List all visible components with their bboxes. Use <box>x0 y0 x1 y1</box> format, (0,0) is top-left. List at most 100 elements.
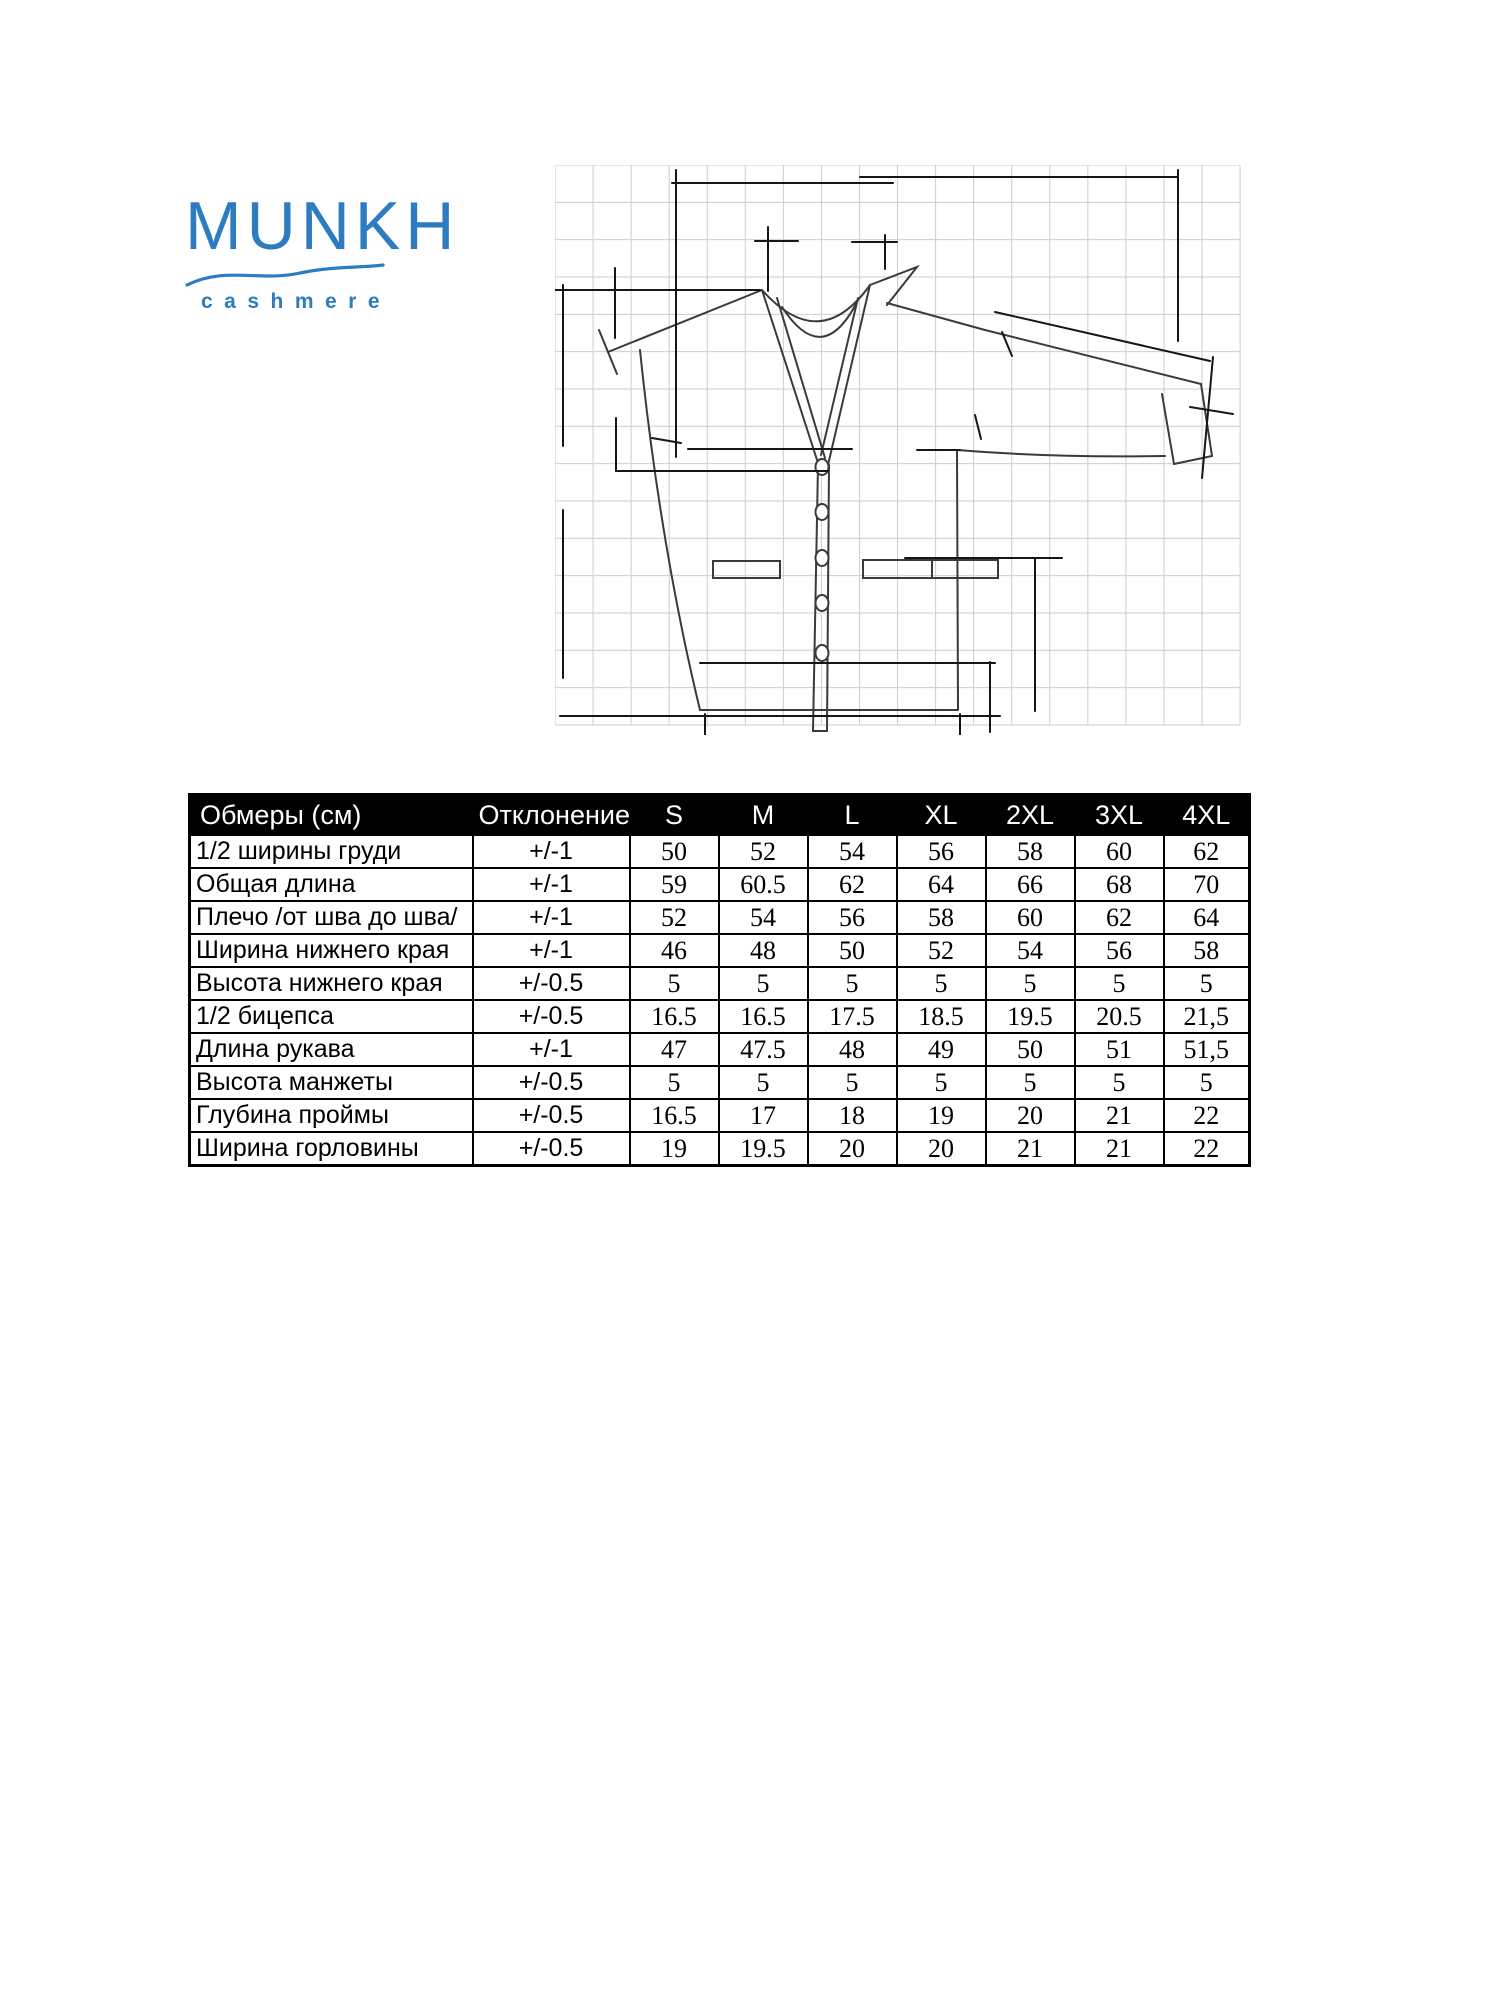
size-value: 5 <box>628 966 720 1001</box>
size-value: 19 <box>895 1098 987 1133</box>
tolerance-value: +/-1 <box>471 933 631 968</box>
tolerance-value: +/-0.5 <box>471 966 631 1001</box>
size-value: 54 <box>717 900 809 935</box>
measure-label: Ширина нижнего края <box>188 933 474 968</box>
size-value: 22 <box>1162 1098 1251 1133</box>
size-value: 20 <box>895 1131 987 1167</box>
cardigan-technical-drawing <box>555 165 1241 735</box>
size-value: 47.5 <box>717 1032 809 1067</box>
size-value: 17.5 <box>806 999 898 1034</box>
measure-label: Общая длина <box>188 867 474 902</box>
tolerance-value: +/-0.5 <box>471 1098 631 1133</box>
size-value: 62 <box>1073 900 1165 935</box>
size-value: 50 <box>984 1032 1076 1067</box>
size-value: 64 <box>895 867 987 902</box>
measure-label: Высота манжеты <box>188 1065 474 1100</box>
size-value: 5 <box>984 1065 1076 1100</box>
tolerance-value: +/-1 <box>471 867 631 902</box>
size-value: 47 <box>628 1032 720 1067</box>
size-value: 70 <box>1162 867 1251 902</box>
size-value: 5 <box>806 1065 898 1100</box>
header-size-xl: XL <box>895 793 987 836</box>
size-value: 18.5 <box>895 999 987 1034</box>
measure-label: Ширина горловины <box>188 1131 474 1167</box>
size-value: 51 <box>1073 1032 1165 1067</box>
measure-label: 1/2 бицепса <box>188 999 474 1034</box>
tolerance-value: +/-1 <box>471 900 631 935</box>
tolerance-value: +/-0.5 <box>471 999 631 1034</box>
size-value: 60.5 <box>717 867 809 902</box>
size-value: 60 <box>1073 834 1165 869</box>
table-row: Ширина нижнего края +/-1 46 48 50 52 54 56 58 <box>188 933 1251 968</box>
size-value: 46 <box>628 933 720 968</box>
table-row: 1/2 ширины груди +/-1 50 52 54 56 58 60 62 <box>188 834 1251 869</box>
size-value: 52 <box>895 933 987 968</box>
header-tolerance: Отклонение <box>471 793 631 836</box>
size-value: 17 <box>717 1098 809 1133</box>
brand-logo: MUNKH cashmere <box>185 188 460 314</box>
size-value: 54 <box>806 834 898 869</box>
size-value: 60 <box>984 900 1076 935</box>
header-size-3xl: 3XL <box>1073 793 1165 836</box>
measure-label: Длина рукава <box>188 1032 474 1067</box>
size-value: 19 <box>628 1131 720 1167</box>
size-value: 20 <box>984 1098 1076 1133</box>
size-value: 5 <box>717 1065 809 1100</box>
size-value: 52 <box>628 900 720 935</box>
size-value: 21 <box>1073 1098 1165 1133</box>
size-value: 21,5 <box>1162 999 1251 1034</box>
size-value: 59 <box>628 867 720 902</box>
measure-label: Плечо /от шва до шва/ <box>188 900 474 935</box>
size-value: 66 <box>984 867 1076 902</box>
header-size-4xl: 4XL <box>1162 793 1251 836</box>
size-value: 16.5 <box>628 1098 720 1133</box>
size-value: 20 <box>806 1131 898 1167</box>
logo-swoosh-icon <box>185 263 385 287</box>
size-value: 5 <box>1073 1065 1165 1100</box>
table-row: Высота нижнего края +/-0.5 5 5 5 5 5 5 5 <box>188 966 1251 1001</box>
brand-subtitle: cashmere <box>201 290 392 313</box>
table-row: 1/2 бицепса +/-0.5 16.5 16.5 17.5 18.5 19.5 20.… <box>188 999 1251 1034</box>
size-value: 5 <box>806 966 898 1001</box>
table-row: Длина рукава +/-1 47 47.5 48 49 50 51 51,5 <box>188 1032 1251 1067</box>
table-row: Ширина горловины +/-0.5 19 19.5 20 20 21 21 22 <box>188 1131 1251 1167</box>
size-value: 58 <box>1162 933 1251 968</box>
size-chart-table: Обмеры (см) Отклонение S M L XL 2XL 3XL … <box>188 793 1251 1167</box>
table-header-row: Обмеры (см) Отклонение S M L XL 2XL 3XL … <box>188 793 1251 836</box>
header-size-s: S <box>628 793 720 836</box>
size-value: 52 <box>717 834 809 869</box>
size-value: 20.5 <box>1073 999 1165 1034</box>
size-value: 22 <box>1162 1131 1251 1167</box>
size-value: 19.5 <box>984 999 1076 1034</box>
size-value: 64 <box>1162 900 1251 935</box>
size-value: 48 <box>806 1032 898 1067</box>
size-value: 58 <box>984 834 1076 869</box>
header-size-l: L <box>806 793 898 836</box>
measure-label: Высота нижнего края <box>188 966 474 1001</box>
tolerance-value: +/-0.5 <box>471 1065 631 1100</box>
size-value: 5 <box>895 966 987 1001</box>
brand-name: MUNKH <box>185 188 460 264</box>
size-value: 56 <box>895 834 987 869</box>
size-value: 19.5 <box>717 1131 809 1167</box>
size-value: 21 <box>984 1131 1076 1167</box>
header-size-m: M <box>717 793 809 836</box>
header-size-2xl: 2XL <box>984 793 1076 836</box>
table-row: Глубина проймы +/-0.5 16.5 17 18 19 20 21 22 <box>188 1098 1251 1133</box>
size-value: 54 <box>984 933 1076 968</box>
size-value: 49 <box>895 1032 987 1067</box>
table-row: Плечо /от шва до шва/+/-1 52 54 56 58 60 62 64 <box>188 900 1251 935</box>
measure-label: Глубина проймы <box>188 1098 474 1133</box>
size-value: 5 <box>895 1065 987 1100</box>
table-row: Общая длина +/-1 59 60.5 62 64 66 68 70 <box>188 867 1251 902</box>
size-value: 5 <box>1162 1065 1251 1100</box>
size-value: 68 <box>1073 867 1165 902</box>
size-value: 58 <box>895 900 987 935</box>
size-value: 5 <box>1162 966 1251 1001</box>
table-row: Высота манжеты +/-0.5 5 5 5 5 5 5 5 <box>188 1065 1251 1100</box>
size-value: 16.5 <box>628 999 720 1034</box>
size-value: 62 <box>1162 834 1251 869</box>
size-value: 56 <box>1073 933 1165 968</box>
tolerance-value: +/-0.5 <box>471 1131 631 1167</box>
